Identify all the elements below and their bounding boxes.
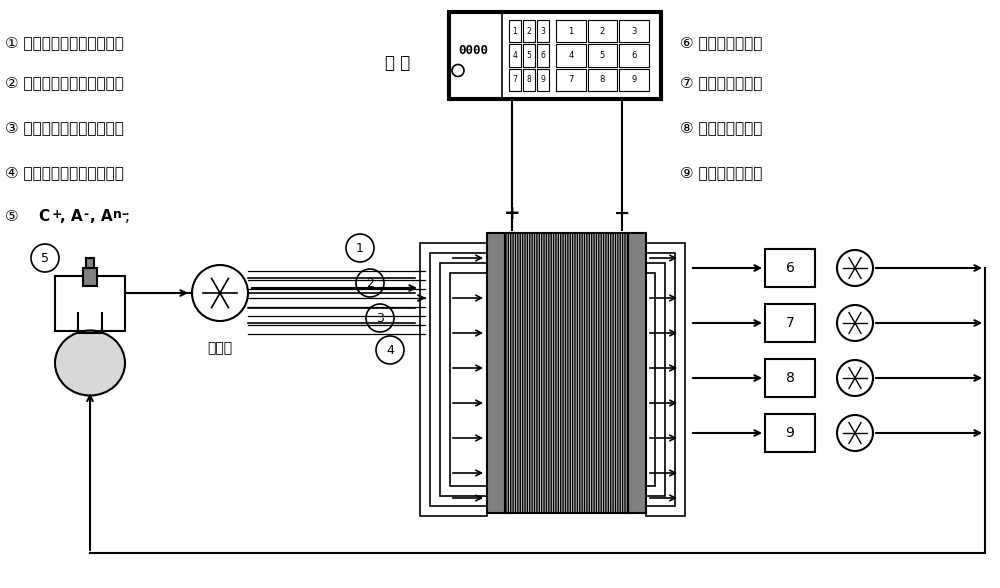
Text: 4: 4 <box>568 51 573 60</box>
Text: ① 电纳滤离子精馏第一级；: ① 电纳滤离子精馏第一级； <box>5 35 124 51</box>
Bar <box>537 69 549 91</box>
Text: 8: 8 <box>786 371 794 385</box>
Bar <box>86 258 94 268</box>
Text: ⑨ 第四级料液罐；: ⑨ 第四级料液罐； <box>680 165 762 181</box>
Bar <box>55 276 125 330</box>
Text: n-: n- <box>113 208 127 220</box>
Text: 循环泵: 循环泵 <box>207 341 233 355</box>
Circle shape <box>837 250 873 286</box>
Bar <box>509 44 521 66</box>
Text: 3: 3 <box>631 26 637 36</box>
Text: ② 电纳滤离子精馏第二级；: ② 电纳滤离子精馏第二级； <box>5 75 124 91</box>
Circle shape <box>837 360 873 396</box>
Text: ;: ; <box>125 209 130 223</box>
Bar <box>619 69 649 91</box>
Bar <box>588 20 617 42</box>
Bar <box>509 20 521 42</box>
Text: 0000: 0000 <box>458 44 488 57</box>
Bar <box>450 273 487 486</box>
Text: 5: 5 <box>527 51 531 60</box>
Text: 2: 2 <box>600 26 605 36</box>
Text: ⑥ 第一级料液罐；: ⑥ 第一级料液罐； <box>680 35 762 51</box>
Bar <box>430 253 487 506</box>
Text: 5: 5 <box>600 51 605 60</box>
Bar <box>523 20 535 42</box>
Text: 8: 8 <box>600 75 605 84</box>
Text: 4: 4 <box>386 343 394 356</box>
Text: 6: 6 <box>631 51 637 60</box>
Bar <box>628 233 646 513</box>
Text: ⑦ 第二级料液罐；: ⑦ 第二级料液罐； <box>680 75 762 91</box>
Text: 4: 4 <box>513 51 517 60</box>
Text: 3: 3 <box>376 312 384 325</box>
Text: 1: 1 <box>568 26 573 36</box>
Bar <box>537 20 549 42</box>
Ellipse shape <box>55 330 125 396</box>
Bar <box>646 263 665 496</box>
Bar <box>487 233 505 513</box>
Text: 6: 6 <box>786 261 794 275</box>
Text: 1: 1 <box>356 242 364 255</box>
Bar <box>646 253 675 506</box>
Text: 6: 6 <box>541 51 545 60</box>
Circle shape <box>837 305 873 341</box>
Text: 9: 9 <box>632 75 637 84</box>
Bar <box>523 44 535 66</box>
Bar <box>505 233 628 513</box>
Text: +: + <box>52 208 63 220</box>
Text: 2: 2 <box>366 276 374 289</box>
Circle shape <box>837 415 873 451</box>
Bar <box>537 44 549 66</box>
Text: ③ 电纳滤离子精馏第三级；: ③ 电纳滤离子精馏第三级； <box>5 121 124 135</box>
Bar <box>588 44 617 66</box>
Text: ⑧ 第三级料液罐；: ⑧ 第三级料液罐； <box>680 121 762 135</box>
Bar <box>556 69 586 91</box>
Bar <box>523 69 535 91</box>
Bar <box>646 243 685 516</box>
Bar <box>619 44 649 66</box>
Text: 9: 9 <box>786 426 794 440</box>
Text: 5: 5 <box>41 252 49 265</box>
Text: 3: 3 <box>541 26 545 36</box>
Bar <box>440 263 487 496</box>
Text: , A: , A <box>60 209 83 223</box>
Text: 电 源: 电 源 <box>385 54 410 72</box>
Bar <box>765 359 815 397</box>
Text: C: C <box>38 209 49 223</box>
Bar <box>556 44 586 66</box>
FancyBboxPatch shape <box>450 13 660 98</box>
Bar <box>556 20 586 42</box>
Text: +: + <box>504 203 520 222</box>
Text: -: - <box>83 208 88 220</box>
Text: 7: 7 <box>513 75 517 84</box>
Text: 7: 7 <box>786 316 794 330</box>
Text: −: − <box>614 203 630 222</box>
Text: , A: , A <box>90 209 113 223</box>
Bar <box>765 414 815 452</box>
Text: ④ 电纳滤离子精馏第四级；: ④ 电纳滤离子精馏第四级； <box>5 165 124 181</box>
Bar <box>765 304 815 342</box>
Text: ⑤: ⑤ <box>5 209 24 223</box>
Text: 7: 7 <box>568 75 574 84</box>
Text: 9: 9 <box>541 75 545 84</box>
Bar <box>420 243 487 516</box>
Text: 2: 2 <box>527 26 531 36</box>
Bar <box>619 20 649 42</box>
Bar <box>588 69 617 91</box>
Circle shape <box>192 265 248 321</box>
Text: 8: 8 <box>527 75 531 84</box>
Bar <box>509 69 521 91</box>
Bar <box>646 273 655 486</box>
Text: 1: 1 <box>513 26 517 36</box>
Bar <box>765 249 815 287</box>
Bar <box>83 268 97 286</box>
